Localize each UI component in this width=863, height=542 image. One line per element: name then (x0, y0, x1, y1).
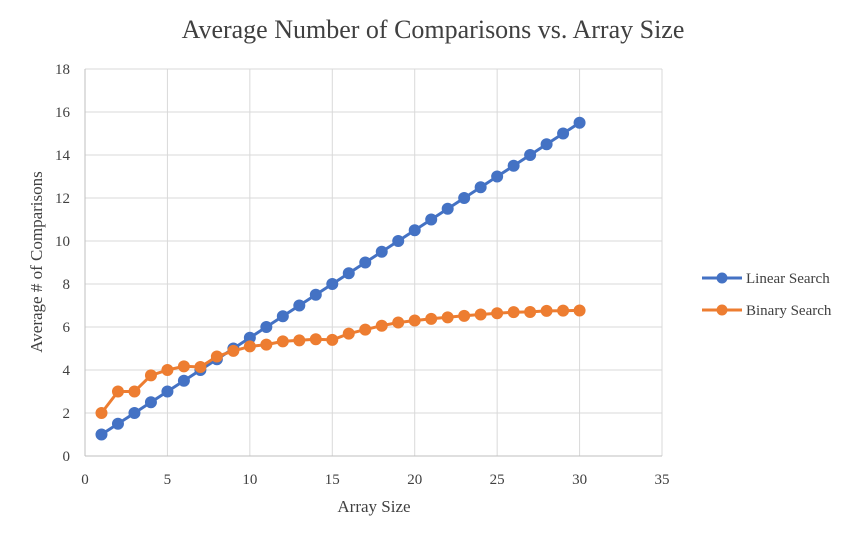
x-tick-label: 20 (407, 472, 422, 488)
y-tick-label: 2 (63, 406, 71, 422)
legend-label: Linear Search (746, 271, 830, 287)
legend-entry-binary-search: Binary Search (702, 303, 832, 319)
data-point (227, 344, 240, 357)
data-point (326, 278, 339, 290)
legend-label: Binary Search (746, 303, 832, 319)
data-point (144, 369, 157, 382)
data-point (573, 116, 586, 129)
y-tick-label: 16 (55, 105, 71, 121)
series-linear-search (95, 116, 586, 441)
data-point (425, 312, 438, 325)
y-tick-label: 8 (63, 277, 71, 293)
data-point (540, 304, 553, 317)
data-point (474, 308, 487, 321)
data-point (95, 407, 108, 419)
data-point (177, 360, 190, 373)
tick-labels: 0 2 4 6 8 10 12 14 16 18 0 5 10 15 20 25 30 35 (55, 62, 670, 488)
x-axis-label: Array Size (337, 497, 410, 516)
data-point (95, 428, 108, 441)
y-tick-label: 12 (55, 191, 70, 207)
legend-entry-linear-search: Linear Search (702, 271, 830, 287)
data-point (276, 335, 289, 348)
data-point (177, 374, 190, 387)
x-tick-label: 30 (572, 472, 587, 488)
data-point (474, 181, 487, 194)
data-point (111, 385, 124, 398)
series-line-binary-search (100, 308, 580, 414)
data-point (342, 267, 355, 280)
y-axis-label: Average # of Comparisons (27, 171, 46, 352)
x-tick-label: 10 (242, 472, 257, 488)
legend-swatch-marker (716, 304, 728, 316)
data-point (293, 299, 306, 312)
data-point (507, 306, 520, 319)
data-point (573, 304, 586, 317)
data-point (359, 256, 372, 269)
y-tick-label: 6 (63, 320, 71, 336)
data-point (111, 417, 124, 430)
x-tick-label: 0 (81, 472, 89, 488)
data-point (260, 321, 273, 333)
data-point (425, 213, 438, 226)
data-point (375, 319, 388, 332)
x-tick-label: 25 (490, 472, 505, 488)
data-point (408, 224, 421, 237)
data-point (458, 192, 471, 204)
data-point (524, 305, 537, 318)
data-point (293, 334, 306, 347)
data-point (144, 396, 157, 409)
y-tick-label: 10 (55, 234, 70, 250)
x-tick-label: 5 (164, 472, 172, 488)
series-binary-search (95, 304, 586, 419)
data-point (326, 333, 339, 346)
y-tick-label: 18 (55, 62, 70, 78)
legend: Linear Search Binary Search (702, 271, 832, 319)
y-tick-label: 4 (63, 363, 71, 379)
y-tick-label: 14 (55, 148, 71, 164)
data-point (491, 170, 504, 183)
data-point (260, 338, 273, 351)
data-point (524, 149, 537, 161)
data-point (243, 340, 256, 353)
data-point (161, 385, 174, 398)
data-point (309, 333, 322, 346)
data-point (128, 407, 141, 419)
data-point (375, 245, 388, 258)
legend-swatch-marker (716, 272, 728, 284)
data-point (507, 159, 520, 172)
data-point (359, 323, 372, 336)
data-point (276, 310, 289, 323)
data-point (342, 327, 355, 340)
data-point (392, 235, 405, 247)
data-point (194, 360, 207, 373)
series-line-linear-search (100, 121, 581, 436)
data-point (441, 311, 454, 324)
data-point (441, 202, 454, 215)
data-point (540, 138, 553, 151)
data-point (210, 350, 223, 363)
data-point (392, 316, 405, 329)
data-point (458, 309, 471, 322)
chart-title: Average Number of Comparisons vs. Array … (182, 15, 685, 44)
data-point (161, 364, 174, 376)
gridlines (85, 68, 663, 456)
data-point (128, 385, 141, 398)
data-point (309, 288, 322, 301)
x-tick-label: 15 (325, 472, 340, 488)
axes (84, 69, 662, 457)
data-point (408, 314, 421, 327)
data-point (557, 127, 570, 140)
y-tick-label: 0 (63, 449, 71, 465)
series-group (95, 116, 586, 441)
data-point (491, 307, 504, 320)
data-point (557, 304, 570, 317)
x-tick-label: 35 (655, 472, 670, 488)
